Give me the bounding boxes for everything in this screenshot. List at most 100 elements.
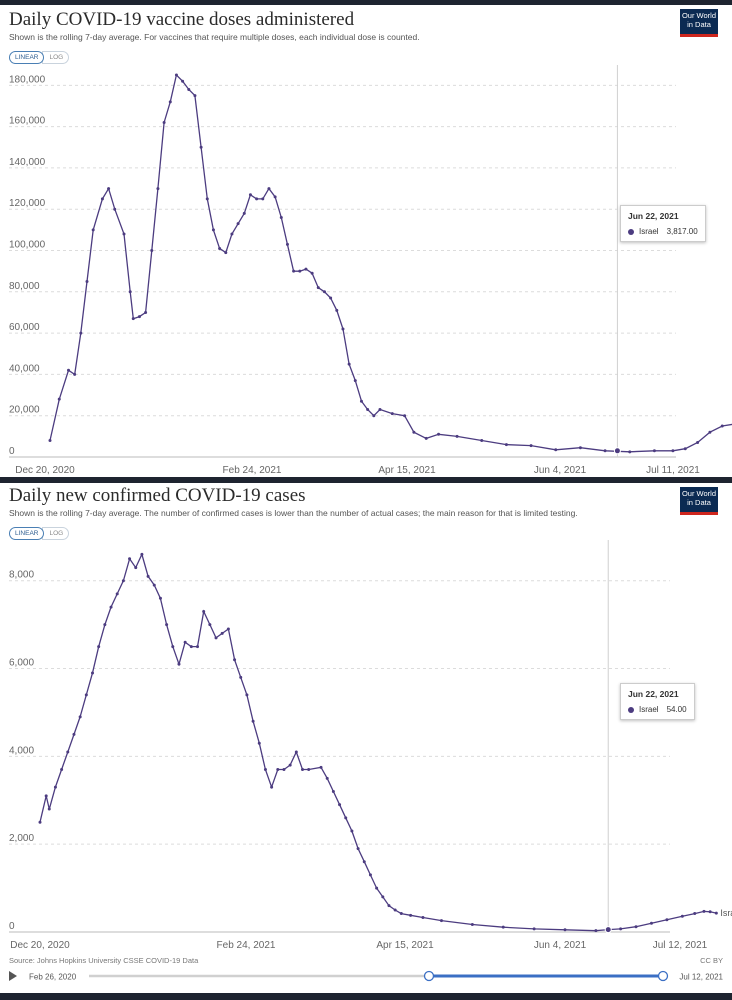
y-tick-label: 6,000: [9, 658, 34, 669]
data-point: [233, 658, 237, 662]
tooltip-value: 3,817.00: [666, 227, 698, 236]
data-point: [325, 776, 329, 780]
data-point: [97, 645, 101, 649]
tooltip-date: Jun 22, 2021: [628, 689, 679, 699]
linear-scale-button[interactable]: LINEAR: [9, 51, 45, 64]
x-tick-label: Jun 4, 2021: [534, 465, 587, 476]
timeline-end-handle[interactable]: [657, 970, 669, 982]
x-tick-label: Dec 20, 2020: [10, 940, 70, 951]
data-point: [350, 829, 354, 833]
data-point: [211, 228, 215, 232]
data-point: [319, 765, 323, 769]
data-point: [134, 566, 138, 570]
x-tick-label: Jul 11, 2021: [646, 465, 700, 476]
data-point: [470, 923, 474, 927]
data-point: [693, 912, 697, 916]
owid-logo[interactable]: Our World in Data: [680, 487, 718, 515]
data-point: [665, 918, 669, 922]
data-point: [368, 873, 372, 877]
data-point: [270, 785, 274, 789]
data-point: [171, 645, 175, 649]
data-point: [504, 443, 508, 447]
timeline-slider[interactable]: Feb 26, 2020 Jul 12, 2021: [9, 969, 723, 983]
data-point: [255, 197, 259, 201]
data-point: [128, 557, 132, 561]
data-point: [279, 215, 283, 219]
y-tick-label: 160,000: [9, 116, 46, 127]
data-point: [199, 145, 203, 149]
chart-subtitle: Shown is the rolling 7-day average. The …: [9, 508, 578, 518]
data-point: [708, 430, 712, 434]
data-point: [193, 94, 197, 98]
series-line: [49, 73, 732, 453]
data-point: [273, 195, 277, 199]
y-tick-label: 8,000: [9, 570, 34, 581]
data-point: [578, 446, 582, 450]
data-point: [181, 79, 185, 83]
data-point: [362, 860, 366, 864]
y-tick-label: 2,000: [9, 833, 34, 844]
tooltip-series-name: Israel: [639, 227, 659, 236]
data-point: [375, 886, 379, 890]
x-tick-label: Feb 24, 2021: [223, 465, 282, 476]
y-tick-label: 20,000: [9, 405, 40, 416]
y-tick-label: 140,000: [9, 157, 46, 168]
data-point: [390, 412, 394, 416]
data-point: [563, 928, 567, 932]
timeline-start-label: Feb 26, 2020: [29, 973, 77, 982]
y-tick-label: 4,000: [9, 745, 34, 756]
data-point: [276, 768, 280, 772]
owid-logo[interactable]: Our World in Data: [680, 9, 718, 37]
data-point: [245, 693, 249, 697]
data-point: [137, 315, 141, 319]
data-point: [263, 768, 267, 772]
data-point: [196, 645, 199, 649]
data-point: [372, 414, 376, 418]
data-point: [162, 120, 166, 124]
data-point: [702, 909, 706, 913]
logo-text-line2: in Data: [687, 19, 711, 29]
data-point: [158, 596, 162, 600]
data-point: [248, 193, 252, 197]
data-point: [183, 640, 187, 644]
data-point: [91, 671, 94, 675]
data-point: [236, 222, 240, 226]
linear-scale-button[interactable]: LINEAR: [9, 527, 45, 540]
x-tick-label: Jun 4, 2021: [534, 940, 587, 951]
data-point: [113, 207, 117, 211]
data-point: [73, 372, 77, 376]
logo-text-line1: Our World: [681, 11, 717, 20]
data-point: [214, 636, 218, 640]
data-point: [387, 904, 391, 908]
data-point: [720, 424, 724, 428]
data-point: [680, 914, 684, 918]
tooltip-value: 54.00: [666, 705, 687, 714]
series-dot-icon: [628, 706, 634, 713]
footer: Source: Johns Hopkins University CSSE CO…: [9, 956, 723, 965]
data-point: [412, 430, 416, 434]
data-point: [146, 574, 150, 578]
data-point: [109, 605, 113, 609]
data-point: [251, 719, 255, 723]
data-point: [393, 908, 397, 912]
y-tick-label: 0: [9, 921, 15, 932]
y-tick-label: 180,000: [9, 74, 46, 85]
data-point: [359, 399, 363, 403]
data-point: [356, 847, 360, 851]
data-point: [48, 438, 52, 442]
data-point: [122, 232, 126, 236]
data-point: [150, 249, 154, 253]
license-text[interactable]: CC BY: [700, 956, 723, 965]
data-point: [399, 912, 403, 916]
data-point: [189, 645, 193, 649]
x-tick-label: Feb 24, 2021: [217, 940, 276, 951]
data-point: [301, 768, 304, 772]
scale-toggle: LINEAR LOG: [9, 527, 70, 540]
cases-chart-panel: Daily new confirmed COVID-19 cases Shown…: [0, 483, 732, 993]
play-icon[interactable]: [9, 971, 17, 981]
data-point: [85, 279, 89, 283]
y-tick-label: 40,000: [9, 363, 40, 374]
data-point: [131, 317, 135, 321]
series-end-label: Israel: [720, 908, 732, 918]
timeline-start-handle[interactable]: [423, 970, 435, 982]
